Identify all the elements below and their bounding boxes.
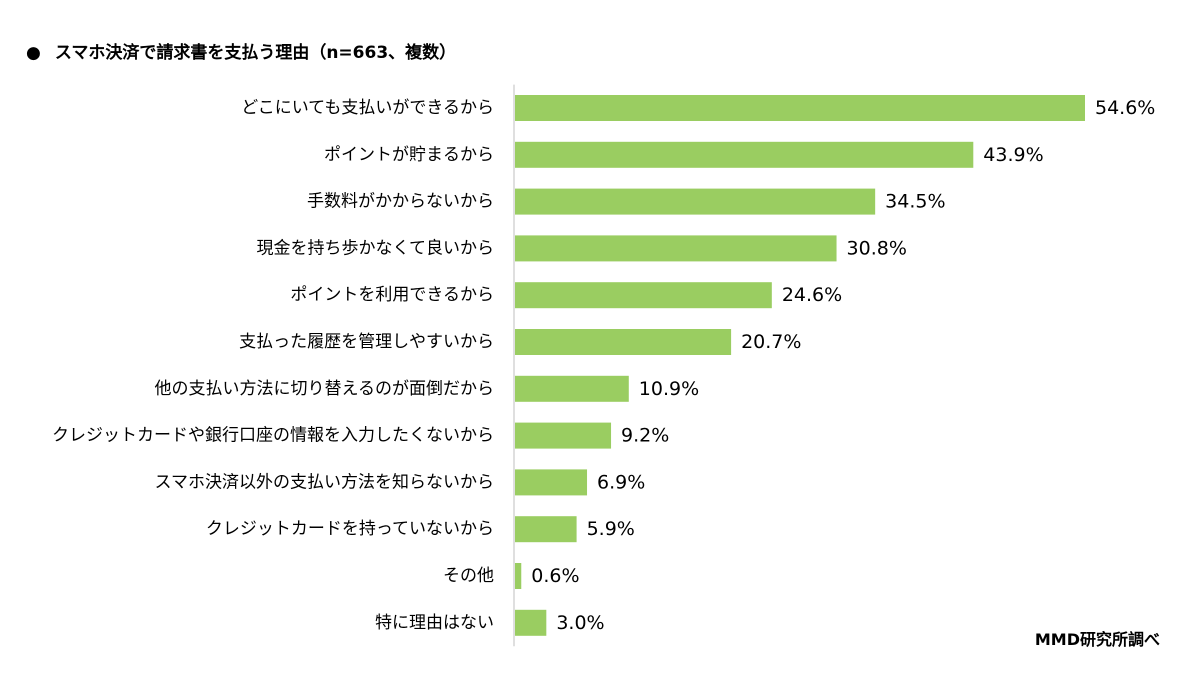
title-bullet-icon: ● [26,43,41,63]
bar [515,235,837,262]
category-label: ポイントを利用できるから [290,285,494,305]
value-label: 3.0% [556,612,604,634]
category-label: 支払った履歴を管理しやすいから [239,332,494,352]
value-label: 5.9% [587,518,635,540]
bar [515,282,772,309]
value-label: 10.9% [639,378,699,400]
category-label: クレジットカードを持っていないから [206,519,494,539]
category-label: その他 [443,566,494,586]
value-label: 0.6% [531,565,579,587]
category-label: 他の支払い方法に切り替えるのが面倒だから [155,379,495,399]
category-label: 特に理由はない [375,613,494,633]
bar [515,188,876,215]
source-credit: MMD研究所調べ [1034,630,1160,649]
category-label: 現金を持ち歩かなくて良いから [257,238,495,258]
category-label: ポイントが貯まるから [324,145,494,165]
category-label: どこにいても支払いができるから [241,98,494,118]
value-label: 6.9% [597,471,645,493]
bar [515,422,612,449]
bar [515,469,588,496]
value-label: 20.7% [741,331,801,353]
bar [515,329,732,355]
value-label: 43.9% [983,144,1043,166]
bar [515,516,577,543]
value-label: 54.6% [1095,97,1155,119]
value-label: 9.2% [621,425,669,447]
value-label: 24.6% [782,284,842,306]
bar [515,141,974,168]
category-label: 手数料がかからないから [307,192,494,212]
chart-title: ● スマホ決済で請求書を支払う理由（n=663、複数） [26,38,456,63]
value-label: 34.5% [885,191,945,213]
bar [515,95,1085,121]
bar [515,375,629,402]
category-label: スマホ決済以外の支払い方法を知らないから [155,472,495,492]
bar [515,563,522,589]
category-label: クレジットカードや銀行口座の情報を入力したくないから [52,426,494,446]
value-label: 30.8% [847,237,907,259]
chart-title-text: スマホ決済で請求書を支払う理由（n=663、複数） [54,43,457,63]
bar [515,609,547,636]
